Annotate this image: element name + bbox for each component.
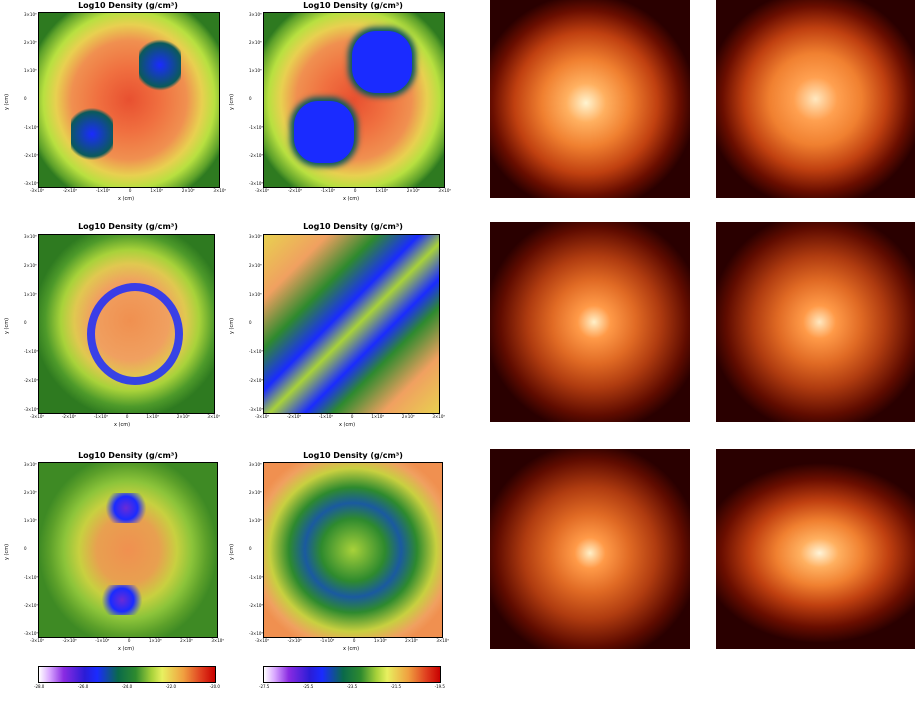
colorbar-right — [263, 666, 441, 683]
xray-image-r3c4 — [716, 449, 915, 649]
x-ticks: -3×10⁹ -2×10⁹ -1×10⁹ 0 1×10⁹ 2×10⁹ 3×10⁹ — [255, 638, 449, 643]
x-axis-label: x (cm) — [118, 196, 135, 202]
x-axis-label: x (cm) — [114, 422, 131, 428]
xray-image-r1c4 — [716, 0, 915, 198]
x-ticks: -3×10⁹ -2×10⁹ -1×10⁹ 0 1×10⁹ 2×10⁹ 3×10⁹ — [255, 188, 451, 193]
y-axis-label: y (cm) — [4, 317, 10, 334]
x-ticks: -3×10⁹ -2×10⁹ -1×10⁹ 0 1×10⁹ 2×10⁹ 3×10⁹ — [30, 188, 226, 193]
dense-clump — [71, 103, 113, 165]
colorbar-left-ticks: -28.0 -26.0 -24.0 -22.0 -20.0 — [34, 684, 220, 689]
panel-title: Log10 Density (g/cm³) — [78, 451, 178, 460]
x-ticks: -3×10⁹ -2×10⁹ -1×10⁹ 0 1×10⁹ 2×10⁹ 3×10⁹ — [30, 638, 224, 643]
panel-title: Log10 Density (g/cm³) — [78, 222, 178, 231]
density-panel-r2c2: Log10 Density (g/cm³) -3×10⁹ -2×10⁹ -1×10⁹… — [225, 222, 455, 437]
panel-title: Log10 Density (g/cm³) — [303, 222, 403, 231]
x-axis-label: x (cm) — [343, 646, 360, 652]
density-map — [263, 462, 443, 638]
y-ticks: 3×10⁹ 2×10⁹ 1×10⁹ 0 -1×10⁹ -2×10⁹ -3×10⁹ — [249, 234, 264, 412]
dense-clump — [294, 101, 354, 163]
y-axis-label: y (cm) — [4, 543, 10, 560]
panel-title: Log10 Density (g/cm³) — [303, 1, 403, 10]
x-axis-label: x (cm) — [339, 422, 356, 428]
y-axis-label: y (cm) — [4, 93, 10, 110]
xray-image-r2c4 — [716, 222, 915, 422]
y-axis-label: y (cm) — [229, 317, 235, 334]
x-ticks: -3×10⁹ -2×10⁹ -1×10⁹ 0 1×10⁹ 2×10⁹ 3×10⁹ — [30, 414, 220, 419]
y-ticks: 3×10⁹ 2×10⁹ 1×10⁹ 0 -1×10⁹ -2×10⁹ -3×10⁹ — [249, 462, 264, 636]
x-axis-label: x (cm) — [118, 646, 135, 652]
xray-image-r3c3 — [490, 449, 690, 649]
y-ticks: 3×10⁹ 2×10⁹ 1×10⁹ 0 -1×10⁹ -2×10⁹ -3×10⁹ — [24, 234, 39, 412]
panel-title: Log10 Density (g/cm³) — [303, 451, 403, 460]
panel-title: Log10 Density (g/cm³) — [78, 1, 178, 10]
y-axis-label: y (cm) — [229, 543, 235, 560]
dense-clump — [139, 35, 181, 95]
y-ticks: 3×10⁹ 2×10⁹ 1×10⁹ 0 -1×10⁹ -2×10⁹ -3×10⁹ — [24, 462, 39, 636]
density-map — [263, 12, 445, 188]
y-ticks: 3×10⁹ 2×10⁹ 1×10⁹ 0 -1×10⁹ -2×10⁹ -3×10⁹ — [249, 12, 264, 186]
dense-clump — [101, 493, 151, 523]
y-ticks: 3×10⁹ 2×10⁹ 1×10⁹ 0 -1×10⁹ -2×10⁹ -3×10⁹ — [24, 12, 39, 186]
xray-image-r2c3 — [490, 222, 690, 422]
x-ticks: -3×10⁹ -2×10⁹ -1×10⁹ 0 1×10⁹ 2×10⁹ 3×10⁹ — [255, 414, 445, 419]
density-panel-r2c1: Log10 Density (g/cm³) -3×10⁹ -2×10⁹ -1×10⁹… — [0, 222, 230, 437]
x-axis-label: x (cm) — [343, 196, 360, 202]
colorbar-left — [38, 666, 216, 683]
dense-clump — [97, 585, 147, 615]
colorbar-right-ticks: -27.5 -25.5 -23.5 -21.5 -19.5 — [259, 684, 445, 689]
density-map — [38, 12, 220, 188]
dense-ring — [87, 283, 183, 385]
xray-image-r1c3 — [490, 0, 690, 198]
density-map — [38, 462, 218, 638]
density-panel-r1c1: Log10 Density (g/cm³) -3×10⁹ -2×10⁹ -1×10⁹… — [0, 0, 230, 210]
density-panel-r1c2: Log10 Density (g/cm³) -3×10⁹ -2×10⁹ -1×10⁹… — [225, 0, 455, 210]
density-map — [38, 234, 215, 414]
y-axis-label: y (cm) — [229, 93, 235, 110]
density-panel-r3c2: Log10 Density (g/cm³) -3×10⁹ -2×10⁹ -1×10⁹… — [225, 450, 455, 660]
dense-clump — [352, 31, 412, 93]
density-panel-r3c1: Log10 Density (g/cm³) -3×10⁹ -2×10⁹ -1×10⁹… — [0, 450, 230, 660]
density-map — [263, 234, 440, 414]
